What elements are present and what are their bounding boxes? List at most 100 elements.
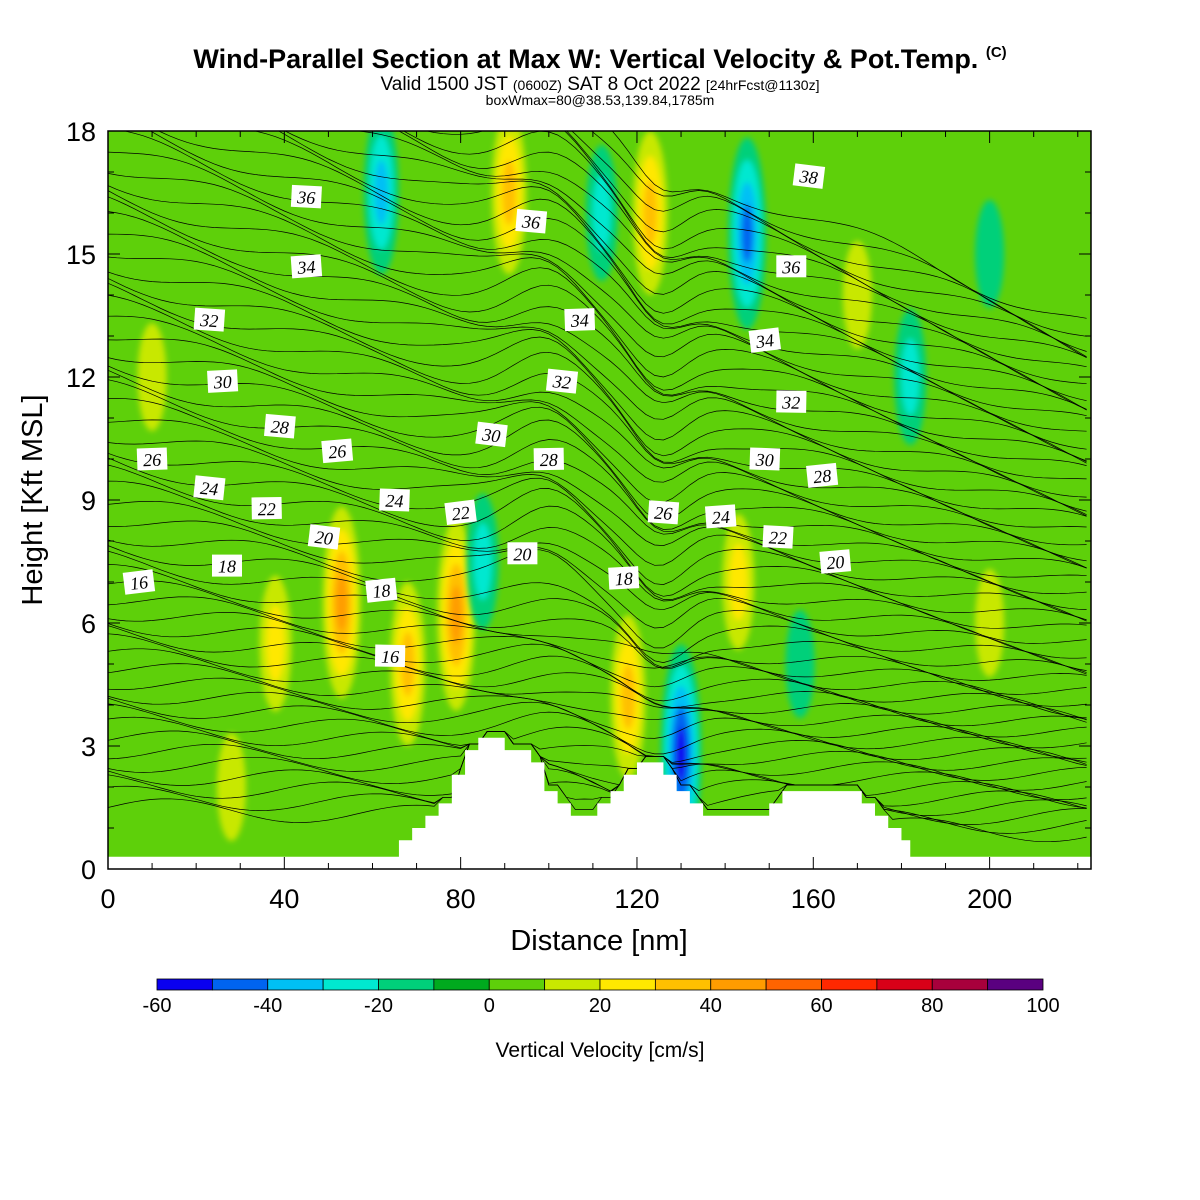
plot-frame [107, 130, 1092, 870]
theta-contour-line [108, 545, 1087, 673]
contour-label: 26 [321, 438, 354, 464]
y-tick-label: 18 [66, 117, 96, 147]
contour-label-box [136, 447, 168, 471]
colorbar-segment [156, 978, 213, 991]
contour-label-text: 38 [798, 166, 819, 188]
velocity-cell [894, 309, 927, 445]
velocity-cell [390, 582, 426, 746]
contour-label-text: 20 [826, 552, 846, 573]
velocity-level [450, 585, 462, 644]
velocity-level [676, 727, 687, 782]
theta-contour-line [403, 131, 1087, 358]
theta-contour-line [108, 256, 1087, 512]
contour-label-text: 26 [143, 450, 162, 471]
contour-label-box [776, 390, 807, 413]
theta-contour-line [108, 233, 1087, 498]
velocity-level [975, 569, 1005, 677]
contour-label-text: 24 [385, 491, 404, 512]
contour-label-text: 36 [781, 257, 800, 277]
contour-label-text: 34 [569, 310, 589, 331]
contour-label-box [263, 413, 296, 439]
velocity-level [741, 204, 753, 263]
contour-label-text: 26 [327, 441, 347, 462]
theta-contour-line [253, 131, 1087, 411]
velocity-level [842, 241, 872, 349]
theta-contour-line [108, 185, 1087, 464]
contour-label-text: 24 [199, 478, 219, 500]
velocity-level [502, 160, 517, 225]
contour-label: 36 [290, 184, 322, 209]
theta-contour-line [611, 131, 1087, 319]
colorbar-segment [378, 978, 435, 991]
colorbar: -60 -40 -20 0 20 40 60 80 100 [143, 978, 1060, 1017]
theta-contour-line [108, 500, 1087, 659]
contour-label-box [564, 308, 596, 332]
theta-contour-line [566, 131, 1087, 359]
contour-label: 22 [251, 496, 282, 520]
contour-label-text: 28 [812, 466, 832, 488]
velocity-level [216, 733, 246, 841]
theta-contour-line [108, 731, 1087, 834]
theta-contour-line [108, 480, 1087, 644]
contour-label: 32 [193, 307, 226, 332]
colorbar-segment [931, 978, 989, 991]
contour-label-box [122, 569, 156, 595]
colorbar-segment [544, 978, 601, 991]
contour-label-box [365, 577, 398, 603]
contour-label-box [379, 488, 410, 512]
contour-label: 30 [475, 421, 508, 448]
contour-label-box [608, 566, 640, 590]
contour-label-text: 18 [218, 557, 236, 577]
theta-contour-line [108, 282, 1087, 517]
colorbar-segment [821, 978, 878, 991]
theta-contour-line [108, 623, 1087, 721]
colorbar-segment [322, 978, 379, 991]
contour-label-box [507, 542, 538, 565]
contour-label-box [193, 307, 226, 332]
contour-label: 26 [136, 447, 168, 471]
contour-label-text: 32 [551, 371, 572, 393]
theta-contour-line [108, 691, 1087, 765]
colorbar-segment [987, 978, 1044, 991]
y-tick-label: 0 [81, 855, 96, 885]
contour-label-box [792, 163, 826, 189]
contour-label-box [647, 500, 680, 525]
theta-contour-line [108, 677, 1087, 766]
theta-contour-line [108, 580, 1087, 707]
contour-label: 18 [212, 554, 242, 577]
velocity-cell [216, 733, 246, 841]
theta-contour-line [108, 731, 1087, 809]
contour-label-text: 36 [520, 211, 541, 233]
y-axis-label: Height [Kft MSL] [17, 394, 49, 605]
contour-label-text: 22 [768, 527, 787, 548]
contour-label: 24 [379, 488, 410, 512]
colorbar-tick-label: -40 [253, 995, 282, 1017]
theta-contour-line [108, 703, 1087, 781]
contour-label-text: 16 [381, 647, 399, 667]
x-tick-label: 80 [446, 884, 476, 914]
contour-label: 20 [307, 524, 341, 550]
contour-label-box [444, 499, 477, 526]
contour-label: 28 [806, 462, 839, 488]
contour-label-box [193, 475, 226, 501]
contour-label-box [762, 525, 794, 549]
contour-label: 24 [704, 504, 737, 529]
contour-label-text: 18 [371, 580, 391, 602]
velocity-cell [491, 131, 527, 275]
forecast-tag: [24hrFcst@1130z] [705, 77, 820, 93]
contour-label-box [704, 504, 737, 529]
theta-contour-line [108, 419, 1087, 610]
contour-label-box [515, 208, 548, 234]
theta-contour-line [108, 457, 1087, 621]
theta-contour-line [277, 131, 1087, 410]
contour-label: 36 [776, 255, 807, 278]
colorbar-segment [599, 978, 656, 991]
contour-label-text: 34 [754, 330, 775, 352]
theta-contour-line [571, 131, 1087, 352]
y-tick-label: 15 [66, 240, 96, 270]
colorbar-label: Vertical Velocity [cm/s] [496, 1039, 705, 1062]
colorbar-segment [433, 978, 490, 991]
colorbar-tick-label: 20 [589, 995, 611, 1017]
theta-contour-line [425, 131, 1087, 358]
contour-label: 16 [374, 644, 406, 668]
